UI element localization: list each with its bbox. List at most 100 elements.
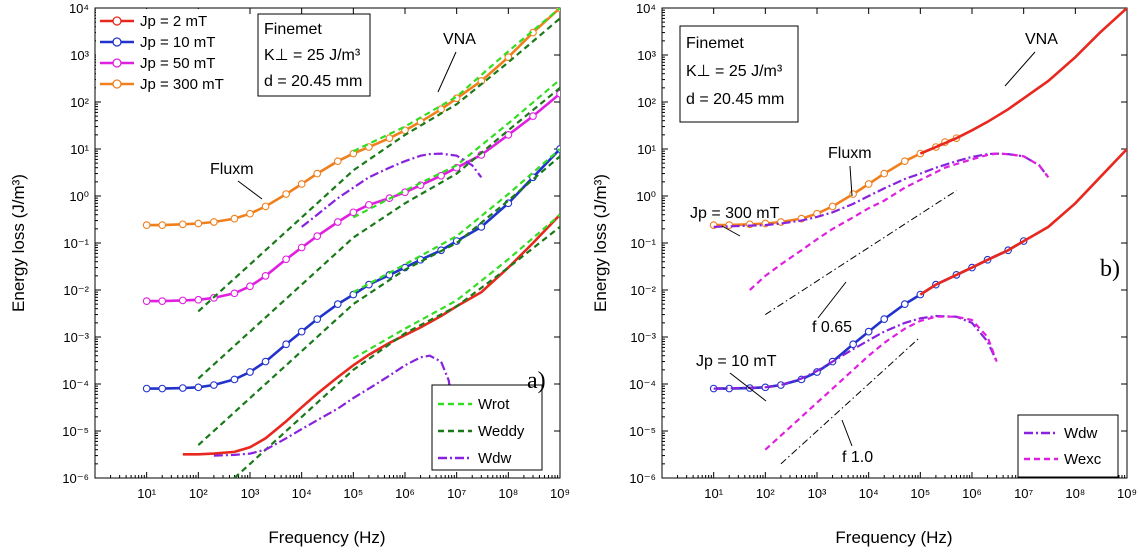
y-tick-label: 10⁰ bbox=[69, 189, 89, 204]
legend-label: Wdw bbox=[1064, 425, 1098, 442]
arrow-vna-a bbox=[437, 51, 457, 93]
data-point bbox=[261, 202, 270, 211]
series-line bbox=[197, 17, 560, 313]
data-point bbox=[313, 169, 322, 178]
panel-label-b: b) bbox=[1100, 256, 1120, 282]
annotation-vna-a: VNA bbox=[443, 31, 476, 48]
data-point bbox=[282, 340, 290, 349]
series-line bbox=[352, 213, 560, 360]
data-point bbox=[158, 384, 167, 393]
x-tick-label: 10⁵ bbox=[910, 486, 930, 501]
data-point bbox=[194, 295, 203, 304]
data-point bbox=[313, 315, 322, 323]
annotation-fluxm-a: Fluxm bbox=[210, 161, 254, 178]
data-point bbox=[261, 357, 270, 366]
series-line bbox=[780, 336, 921, 465]
legend-marker bbox=[112, 37, 122, 47]
x-tick-label: 10⁹ bbox=[1117, 486, 1137, 501]
data-point bbox=[178, 220, 187, 229]
y-axis-label-a: Energy loss (J/m³) bbox=[9, 174, 28, 312]
data-point bbox=[333, 218, 342, 226]
annotation-fluxm-b: Fluxm bbox=[828, 145, 872, 162]
legend-bottom-entries-a: Wrot Weddy Wdw bbox=[438, 396, 525, 467]
series-line bbox=[182, 213, 560, 456]
data-point bbox=[504, 131, 513, 139]
data-point bbox=[365, 200, 373, 209]
y-tick-label: 10² bbox=[70, 95, 89, 110]
info-line-2-b: K⊥ = 25 J/m³ bbox=[686, 63, 783, 80]
x-axis-label-a: Frequency (Hz) bbox=[268, 528, 385, 547]
legend-entries-b: Wdw Wexc bbox=[1024, 425, 1102, 468]
data-point bbox=[178, 296, 187, 305]
data-point bbox=[230, 214, 239, 223]
annotation-jp300-b: Jp = 300 mT bbox=[690, 205, 780, 222]
data-point bbox=[230, 375, 239, 384]
data-point bbox=[556, 89, 560, 98]
y-tick-label: 10⁻¹ bbox=[63, 236, 89, 251]
x-tick-label: 10² bbox=[189, 486, 208, 501]
info-box-b bbox=[679, 25, 799, 123]
y-tick-label: 10³ bbox=[637, 48, 656, 63]
data-point bbox=[437, 171, 445, 180]
data-point bbox=[849, 190, 857, 198]
series-line bbox=[213, 354, 453, 457]
series-group-a bbox=[142, 8, 560, 478]
data-point bbox=[142, 384, 151, 393]
series-line bbox=[713, 314, 998, 390]
series-line bbox=[919, 148, 1127, 296]
x-tick-label: 10¹ bbox=[704, 486, 723, 501]
data-point bbox=[178, 384, 187, 392]
data-point bbox=[158, 297, 167, 305]
arrow-jp300-b bbox=[721, 225, 741, 237]
legend-marker bbox=[112, 16, 122, 26]
series-line bbox=[919, 8, 1127, 155]
data-point bbox=[849, 340, 857, 349]
series-line bbox=[233, 226, 560, 478]
x-tick-label: 10⁴ bbox=[292, 486, 312, 501]
data-point bbox=[210, 381, 218, 389]
y-tick-label: 10² bbox=[637, 95, 656, 110]
data-point bbox=[333, 157, 342, 166]
y-tick-label: 10⁻⁵ bbox=[629, 424, 656, 439]
data-point bbox=[246, 282, 254, 291]
annotation-f10-b: f 1.0 bbox=[842, 449, 873, 466]
data-point bbox=[210, 218, 218, 226]
data-point bbox=[437, 105, 445, 114]
legend-label: Wdw bbox=[478, 450, 512, 467]
x-tick-label: 10² bbox=[756, 486, 775, 501]
data-point bbox=[297, 327, 306, 336]
series-line bbox=[352, 78, 560, 219]
annotation-jp10-b: Jp = 10 mT bbox=[696, 353, 777, 370]
y-tick-label: 10⁻³ bbox=[63, 330, 89, 345]
series-line bbox=[197, 87, 560, 380]
x-tick-label: 10⁸ bbox=[1065, 486, 1085, 501]
y-tick-label: 10⁻⁶ bbox=[629, 471, 656, 486]
data-point bbox=[828, 202, 837, 211]
series-line bbox=[713, 152, 1050, 228]
legend-label: Jp = 2 mT bbox=[140, 13, 207, 30]
legend-label: Weddy bbox=[478, 423, 525, 440]
series-line bbox=[749, 152, 1050, 291]
info-line-3-a: d = 20.45 mm bbox=[264, 73, 362, 90]
x-tick-label: 10⁴ bbox=[859, 486, 879, 501]
arrow-fluxm-b bbox=[849, 165, 853, 197]
x-tick-label: 10⁶ bbox=[962, 486, 982, 501]
y-tick-label: 10⁻³ bbox=[630, 330, 656, 345]
info-line-1-b: Finemet bbox=[686, 35, 744, 52]
x-tick-label: 10⁷ bbox=[447, 486, 466, 501]
info-line-3-b: d = 20.45 mm bbox=[686, 91, 784, 108]
data-point bbox=[401, 126, 409, 135]
x-tick-label: 10⁸ bbox=[498, 486, 518, 501]
x-tick-label: 10⁵ bbox=[343, 486, 363, 501]
y-tick-label: 10⁻¹ bbox=[630, 236, 656, 251]
x-tick-label: 10⁷ bbox=[1014, 486, 1033, 501]
x-tick-label: 10¹ bbox=[137, 486, 156, 501]
series-line bbox=[301, 152, 483, 228]
data-point bbox=[246, 368, 254, 376]
arrow-vna-b bbox=[1004, 51, 1036, 87]
data-point bbox=[261, 272, 270, 280]
annotation-vna-b: VNA bbox=[1025, 31, 1058, 48]
y-tick-label: 10⁻⁴ bbox=[62, 377, 89, 392]
legend-label: Jp = 50 mT bbox=[140, 55, 215, 72]
y-tick-label: 10³ bbox=[70, 48, 89, 63]
